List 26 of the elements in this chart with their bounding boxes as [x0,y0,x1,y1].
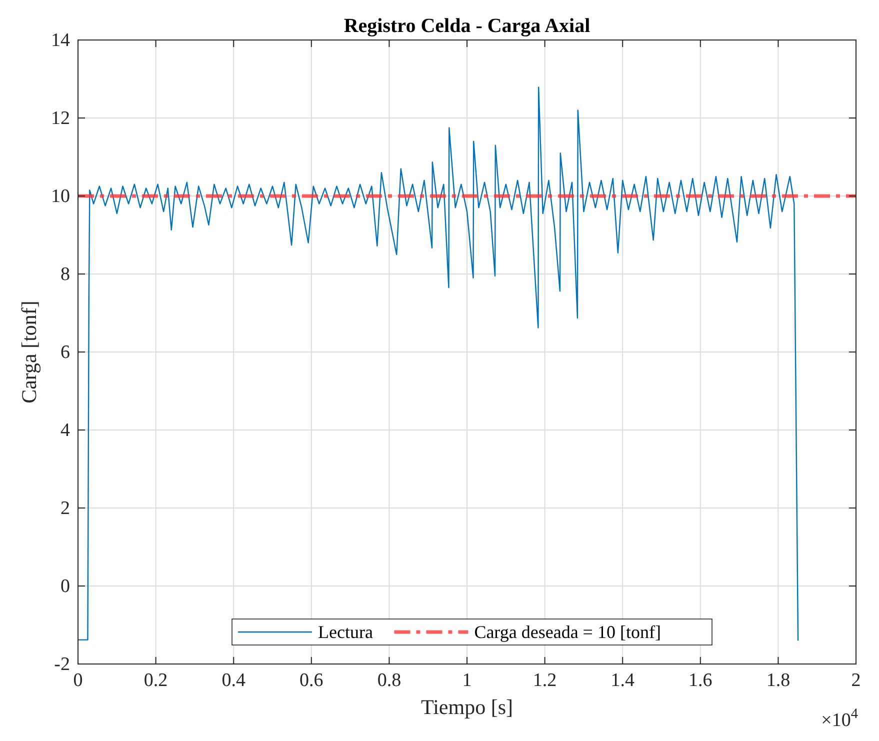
x-tick-label: 1 [462,670,472,691]
y-tick-label: 12 [51,108,70,129]
x-tick-label: 1.6 [688,670,712,691]
y-tick-label: 10 [51,186,70,207]
y-axis-title: Carga [tonf] [17,300,41,404]
y-tick-label: 14 [51,30,70,51]
y-tick-label: 0 [60,576,70,597]
x-tick-label: 2 [851,670,861,691]
x-tick-label: 1.2 [532,670,557,691]
y-tick-label: 6 [60,342,70,363]
text: ×10$^{4}$ [821,706,858,731]
legend-label: Carga deseada = 10 [tonf] [474,622,661,642]
x-axis-title: Tiempo [s] [421,695,513,719]
y-tick-label: 2 [60,498,70,519]
y-tick-label: -2 [54,654,70,675]
chart-title: Registro Celda - Carga Axial [344,15,591,37]
y-tick-label: 8 [60,264,70,285]
x-tick-label: 1.4 [610,670,635,691]
x-tick-label: 0.2 [144,670,168,691]
x-tick-label: 0.4 [222,670,246,691]
legend-label: Lectura [318,622,373,642]
x-tick-label: 1.8 [766,670,790,691]
line-series [77,86,799,642]
y-tick-label: 4 [60,420,70,441]
x-tick-label: 0.6 [300,670,324,691]
x-tick-label: 0.8 [377,670,402,691]
